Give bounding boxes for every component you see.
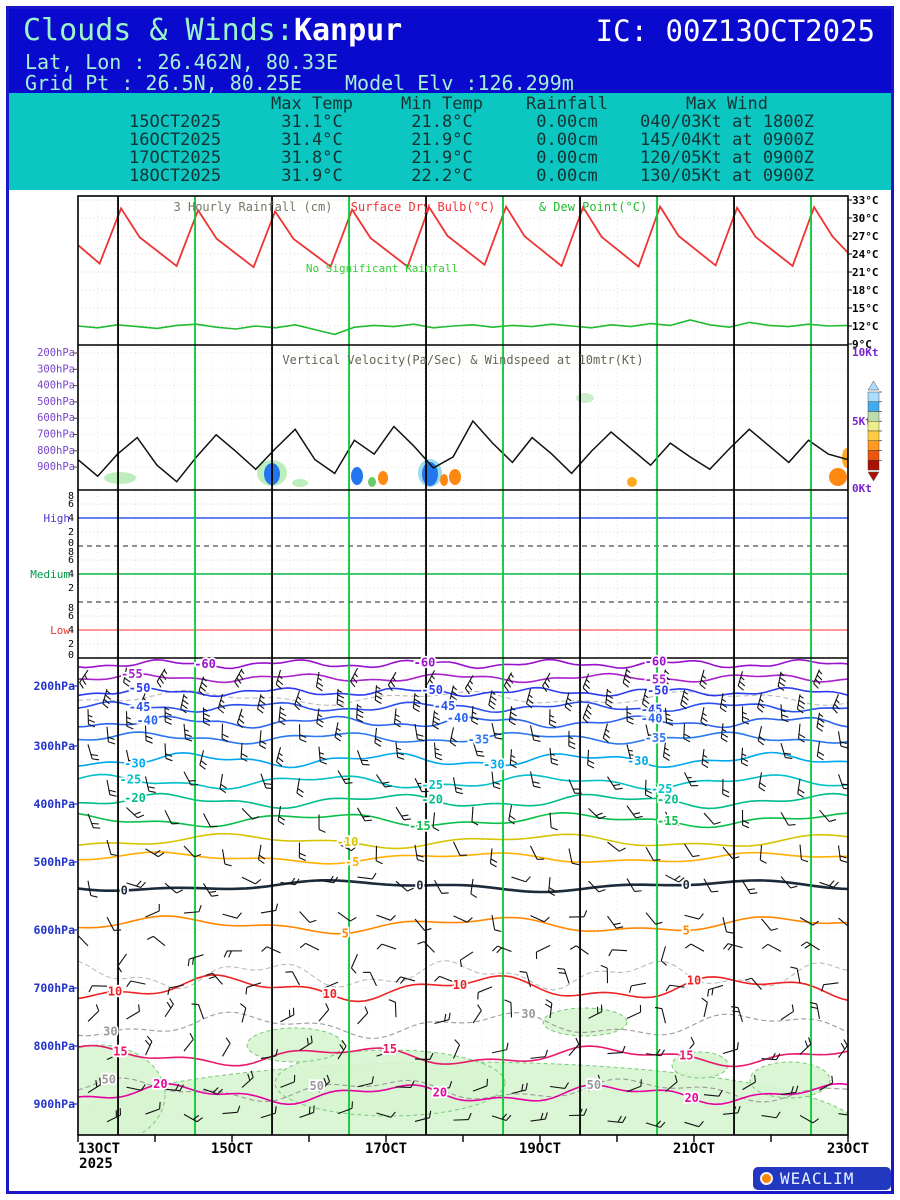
title-city: Kanpur — [293, 13, 403, 48]
value-cell: 0.00cm — [536, 130, 598, 150]
init-condition-label: IC: 00Z13OCT2025 — [595, 14, 875, 48]
value-cell: 22.2°C — [411, 166, 473, 186]
value-cell: 21.9°C — [411, 130, 473, 150]
table-row: 17OCT2025 31.8°C 21.9°C 0.00cm 120/05Kt at 0… — [9, 149, 891, 167]
page-title: Clouds & Winds:Kanpur — [23, 13, 402, 48]
value-cell: 040/03Kt at 1800Z — [640, 112, 814, 132]
column-header: Max Temp — [271, 94, 353, 114]
column-header — [9, 95, 257, 113]
grid-pt-label: Grid Pt : 26.5N, 80.25E — [25, 71, 302, 95]
lat-lon-label: Lat, Lon : 26.462N, 80.33E — [25, 50, 339, 74]
date-cell: 15OCT2025 — [129, 112, 222, 132]
column-header: Rainfall — [526, 94, 608, 114]
table-header-row: Max Temp Min Temp Rainfall Max Wind — [9, 95, 891, 113]
column-header: Max Wind — [686, 94, 768, 114]
value-cell: 31.1°C — [281, 112, 343, 132]
value-cell: 0.00cm — [536, 166, 598, 186]
value-cell: 21.8°C — [411, 112, 473, 132]
table-row: 15OCT2025 31.1°C 21.8°C 0.00cm 040/03Kt at 1… — [9, 113, 891, 131]
header: Clouds & Winds:Kanpur IC: 00Z13OCT2025 L… — [9, 9, 891, 95]
value-cell: 0.00cm — [536, 112, 598, 132]
date-cell: 18OCT2025 — [129, 166, 222, 186]
summary-table: Max Temp Min Temp Rainfall Max Wind 15OCT202… — [9, 93, 891, 190]
value-cell: 130/05Kt at 0900Z — [640, 166, 814, 186]
value-cell: 145/04Kt at 0900Z — [640, 130, 814, 150]
table-row: 18OCT2025 31.9°C 22.2°C 0.00cm 130/05Kt at 0… — [9, 167, 891, 185]
page-border — [6, 6, 894, 1194]
column-header: Min Temp — [401, 94, 483, 114]
value-cell: 31.8°C — [281, 148, 343, 168]
weaclim-logo-icon — [760, 1172, 773, 1185]
value-cell: 31.9°C — [281, 166, 343, 186]
model-elv-label: Model Elv :126.299m — [345, 71, 574, 95]
title-prefix: Clouds & Winds: — [23, 13, 294, 48]
date-cell: 17OCT2025 — [129, 148, 222, 168]
value-cell: 21.9°C — [411, 148, 473, 168]
value-cell: 120/05Kt at 0900Z — [640, 148, 814, 168]
value-cell: 0.00cm — [536, 148, 598, 168]
table-row: 16OCT2025 31.4°C 21.9°C 0.00cm 145/04Kt at 0… — [9, 131, 891, 149]
date-cell: 16OCT2025 — [129, 130, 222, 150]
weaclim-logo: WEACLIM — [753, 1167, 891, 1190]
weaclim-logo-text: WEACLIM — [780, 1169, 855, 1188]
value-cell: 31.4°C — [281, 130, 343, 150]
